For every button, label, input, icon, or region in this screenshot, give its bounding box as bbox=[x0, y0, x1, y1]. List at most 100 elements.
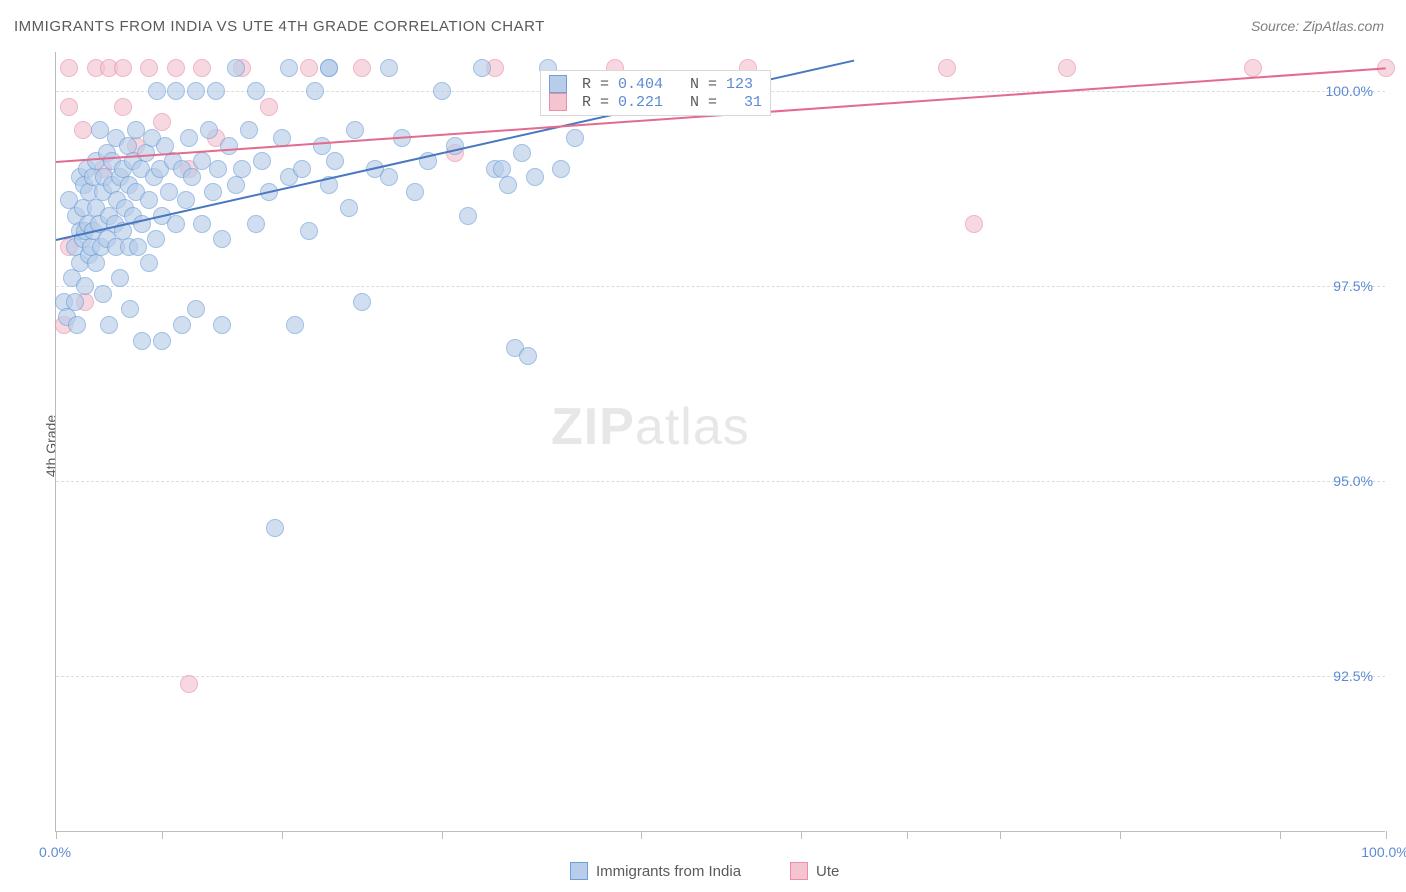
x-tick bbox=[56, 831, 57, 839]
data-point bbox=[552, 160, 570, 178]
x-tick bbox=[1386, 831, 1387, 839]
data-point bbox=[140, 59, 158, 77]
data-point bbox=[965, 215, 983, 233]
x-tick-label: 0.0% bbox=[39, 844, 71, 860]
data-point bbox=[260, 98, 278, 116]
data-point bbox=[380, 168, 398, 186]
data-point bbox=[153, 113, 171, 131]
data-point bbox=[177, 191, 195, 209]
data-point bbox=[94, 285, 112, 303]
data-point bbox=[111, 269, 129, 287]
data-point bbox=[207, 82, 225, 100]
data-point bbox=[233, 160, 251, 178]
y-tick-label: 97.5% bbox=[1333, 278, 1373, 294]
x-tick bbox=[641, 831, 642, 839]
data-point bbox=[167, 59, 185, 77]
data-point bbox=[526, 168, 544, 186]
data-point bbox=[167, 215, 185, 233]
data-point bbox=[227, 59, 245, 77]
data-point bbox=[380, 59, 398, 77]
data-point bbox=[87, 254, 105, 272]
data-point bbox=[213, 316, 231, 334]
legend-swatch-b bbox=[790, 862, 808, 880]
data-point bbox=[340, 199, 358, 217]
data-point bbox=[306, 82, 324, 100]
data-point bbox=[60, 59, 78, 77]
legend-text: R = 0.404 N = 123 bbox=[573, 76, 753, 93]
data-point bbox=[938, 59, 956, 77]
data-point bbox=[247, 82, 265, 100]
gridline bbox=[56, 481, 1385, 482]
data-point bbox=[1244, 59, 1262, 77]
data-point bbox=[114, 98, 132, 116]
data-point bbox=[213, 230, 231, 248]
data-point bbox=[121, 300, 139, 318]
x-tick bbox=[907, 831, 908, 839]
data-point bbox=[220, 137, 238, 155]
data-point bbox=[180, 129, 198, 147]
data-point bbox=[140, 254, 158, 272]
data-point bbox=[300, 222, 318, 240]
chart-title: IMMIGRANTS FROM INDIA VS UTE 4TH GRADE C… bbox=[14, 18, 545, 35]
data-point bbox=[253, 152, 271, 170]
data-point bbox=[227, 176, 245, 194]
data-point bbox=[74, 121, 92, 139]
watermark-zip: ZIP bbox=[551, 398, 635, 456]
series-legend-a: Immigrants from India bbox=[570, 862, 741, 880]
data-point bbox=[406, 183, 424, 201]
y-tick-label: 95.0% bbox=[1333, 473, 1373, 489]
data-point bbox=[167, 82, 185, 100]
data-point bbox=[66, 293, 84, 311]
watermark: ZIPatlas bbox=[551, 397, 750, 457]
data-point bbox=[320, 59, 338, 77]
data-point bbox=[247, 215, 265, 233]
data-point bbox=[187, 300, 205, 318]
x-tick bbox=[1120, 831, 1121, 839]
legend-row: R = 0.404 N = 123 bbox=[549, 75, 762, 93]
legend-label-b: Ute bbox=[816, 863, 839, 880]
data-point bbox=[346, 121, 364, 139]
data-point bbox=[499, 176, 517, 194]
data-point bbox=[147, 230, 165, 248]
data-point bbox=[266, 519, 284, 537]
legend-label-a: Immigrants from India bbox=[596, 863, 741, 880]
data-point bbox=[193, 215, 211, 233]
correlation-legend: R = 0.404 N = 123 R = 0.221 N = 31 bbox=[540, 70, 771, 116]
data-point bbox=[353, 59, 371, 77]
data-point bbox=[114, 59, 132, 77]
x-tick bbox=[1280, 831, 1281, 839]
data-point bbox=[300, 59, 318, 77]
data-point bbox=[153, 332, 171, 350]
data-point bbox=[76, 277, 94, 295]
data-point bbox=[160, 183, 178, 201]
x-tick-label: 100.0% bbox=[1361, 844, 1406, 860]
data-point bbox=[280, 59, 298, 77]
data-point bbox=[173, 316, 191, 334]
legend-swatch bbox=[549, 93, 567, 111]
data-point bbox=[353, 293, 371, 311]
data-point bbox=[286, 316, 304, 334]
data-point bbox=[433, 82, 451, 100]
y-tick-label: 100.0% bbox=[1326, 83, 1373, 99]
source-attribution: Source: ZipAtlas.com bbox=[1251, 18, 1384, 34]
data-point bbox=[68, 316, 86, 334]
legend-swatch-a bbox=[570, 862, 588, 880]
data-point bbox=[1058, 59, 1076, 77]
series-legend-b: Ute bbox=[790, 862, 839, 880]
data-point bbox=[133, 332, 151, 350]
data-point bbox=[60, 98, 78, 116]
x-tick bbox=[282, 831, 283, 839]
legend-text: R = 0.221 N = 31 bbox=[573, 94, 762, 111]
y-tick-label: 92.5% bbox=[1333, 668, 1373, 684]
data-point bbox=[200, 121, 218, 139]
data-point bbox=[187, 82, 205, 100]
data-point bbox=[209, 160, 227, 178]
data-point bbox=[519, 347, 537, 365]
legend-swatch bbox=[549, 75, 567, 93]
data-point bbox=[326, 152, 344, 170]
data-point bbox=[473, 59, 491, 77]
data-point bbox=[204, 183, 222, 201]
plot-area: ZIPatlas 92.5% 95.0% 97.5% 100.0% bbox=[55, 52, 1385, 832]
data-point bbox=[566, 129, 584, 147]
data-point bbox=[459, 207, 477, 225]
